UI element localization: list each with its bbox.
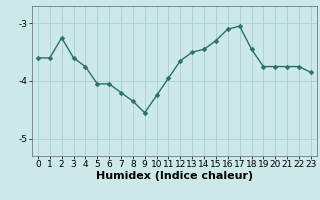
X-axis label: Humidex (Indice chaleur): Humidex (Indice chaleur) bbox=[96, 171, 253, 181]
